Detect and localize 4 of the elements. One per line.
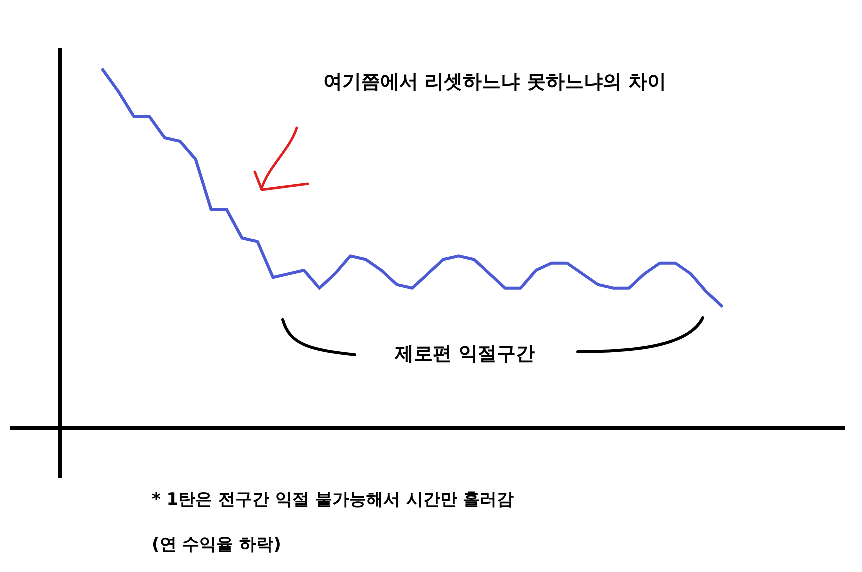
text: (연 수익율 하락) bbox=[152, 535, 282, 555]
text: * 1탄은 전구간 익절 불가능해서 시간만 흘러감 bbox=[152, 490, 514, 510]
annotation: 여기쯤에서 리셋하느냐 못하느냐의 차이 bbox=[324, 71, 666, 93]
annotation: 제로편 익절구간 bbox=[394, 343, 535, 365]
